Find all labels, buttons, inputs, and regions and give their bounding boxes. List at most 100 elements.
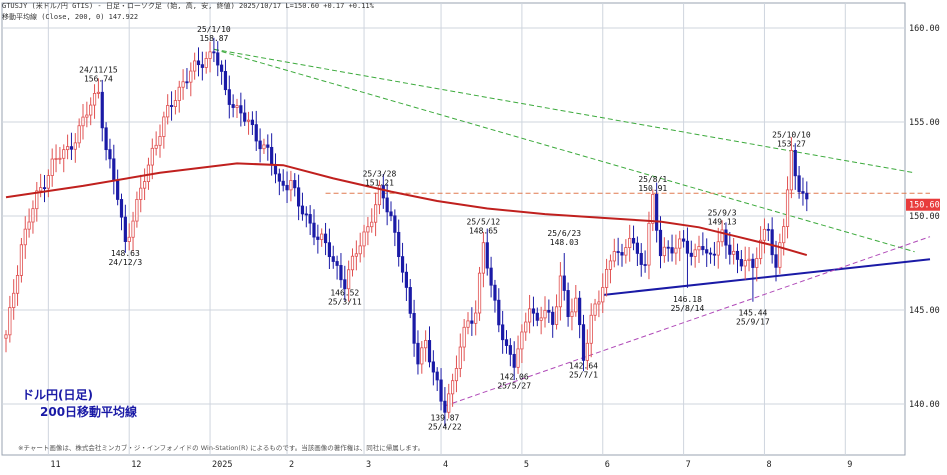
candle-body (597, 301, 601, 305)
candle-body (281, 180, 285, 186)
candle (789, 137, 794, 199)
candle-body (358, 245, 362, 255)
candle-body (589, 314, 593, 344)
candle (281, 169, 285, 192)
candle (528, 294, 532, 334)
candle (770, 217, 774, 264)
candles (4, 37, 809, 427)
candle-body (805, 192, 809, 200)
candle (131, 211, 135, 252)
candle-body (470, 320, 474, 324)
candle (454, 355, 459, 393)
candle-body (497, 299, 501, 326)
candle-body (535, 312, 539, 321)
candle (493, 279, 497, 313)
candle-body (104, 127, 108, 151)
x-tick-label: 2 (289, 460, 294, 470)
candle-body (196, 60, 201, 66)
candle (8, 295, 12, 343)
candle (231, 94, 235, 118)
candle (216, 41, 220, 77)
candle-body (146, 164, 151, 182)
candle-body (177, 86, 181, 101)
candle-body (85, 114, 89, 118)
x-tick-label: 11 (50, 460, 60, 470)
candle-body (266, 144, 270, 148)
candle-body (193, 60, 197, 72)
candle-body (612, 251, 616, 262)
candle (708, 247, 713, 264)
candle-body (574, 297, 578, 313)
candle (389, 201, 393, 222)
candle (200, 51, 204, 81)
candle (31, 200, 35, 234)
candle-body (762, 228, 767, 241)
candle (774, 240, 778, 282)
candle-body (524, 321, 528, 333)
candle-body (316, 236, 320, 240)
axes: 140.00 145.00 150.00 155.00 160.00 11 12 2025 2 3… (50, 24, 940, 470)
candle (104, 122, 108, 161)
candle (320, 228, 324, 247)
candle (166, 94, 170, 125)
x-tick-label: 12 (131, 460, 141, 470)
candle (308, 205, 312, 235)
support-line-solid (602, 258, 931, 296)
candle-body (716, 241, 720, 256)
candle (608, 254, 613, 284)
annotation-date: 25/5/12 (467, 217, 501, 226)
candle-body (551, 311, 555, 325)
candle (447, 383, 451, 419)
candle-body (778, 242, 782, 268)
candle-body (639, 253, 643, 265)
candle-body (439, 379, 443, 402)
candle (635, 236, 640, 267)
candle (173, 90, 177, 115)
candle-body (658, 229, 663, 257)
candle-body (216, 52, 220, 66)
candle-body (608, 260, 613, 270)
candle-body (678, 238, 682, 249)
candle (647, 211, 651, 280)
candle-body (412, 312, 416, 344)
candle (593, 298, 597, 321)
candle (728, 231, 732, 265)
candle-body (712, 253, 717, 256)
candle (420, 341, 424, 374)
candle-body (69, 146, 74, 150)
candle (674, 234, 678, 265)
candle (716, 227, 720, 269)
candle (19, 237, 24, 283)
candle-body (516, 348, 520, 368)
candle-body (150, 147, 154, 166)
annotation-value: 142.64 (569, 361, 598, 370)
candle-body (508, 345, 512, 355)
candle-body (350, 255, 355, 271)
candle (177, 80, 181, 113)
candle-body (485, 242, 489, 269)
candle-body (92, 93, 97, 106)
plot-frame (1, 2, 906, 456)
candle (58, 147, 62, 165)
candle-body (755, 258, 759, 268)
candle-body (347, 269, 351, 290)
candle (266, 134, 270, 161)
candle (250, 111, 254, 135)
candle (705, 238, 709, 267)
candle-body (327, 242, 332, 258)
candle (531, 296, 536, 327)
candle (223, 59, 228, 96)
candle-body (370, 221, 374, 228)
candle (651, 189, 655, 232)
x-tick-label: 5 (524, 460, 529, 470)
candle-body (682, 238, 686, 242)
candle-body (381, 185, 385, 199)
candle-body (123, 216, 127, 242)
candle (477, 266, 482, 321)
candle-body (66, 146, 70, 151)
annotation-value: 139.87 (430, 413, 459, 422)
candle (601, 273, 605, 314)
